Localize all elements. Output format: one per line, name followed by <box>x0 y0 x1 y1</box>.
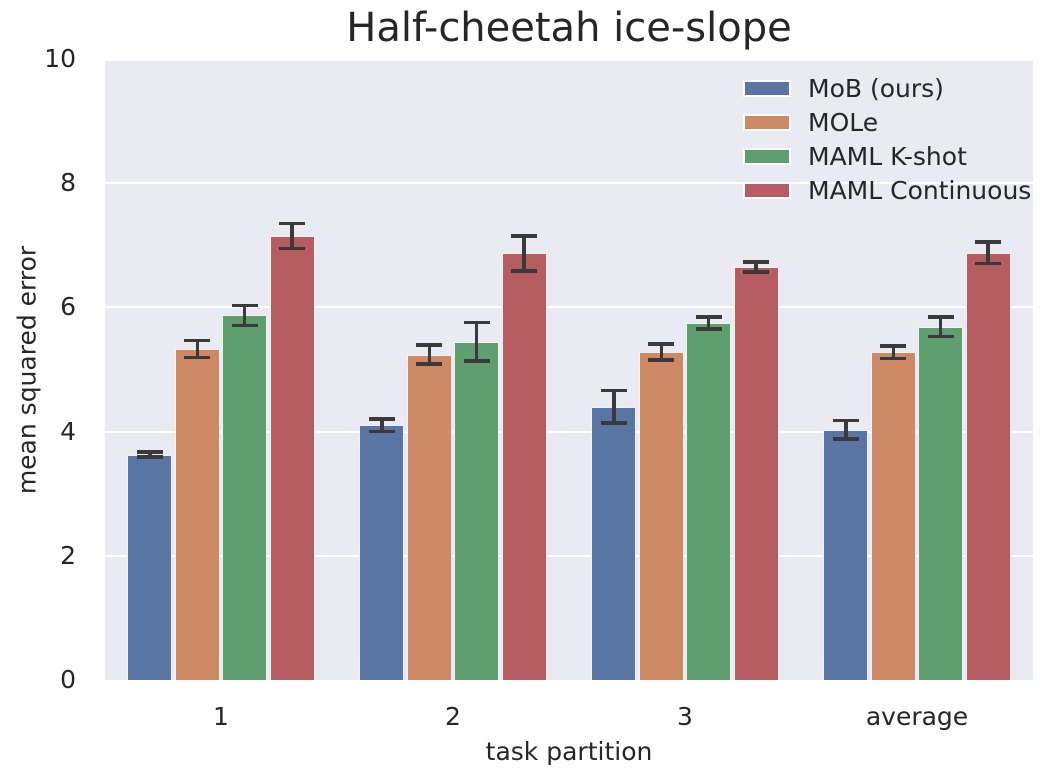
error-bar-line <box>380 419 384 432</box>
error-bar-line <box>659 344 664 361</box>
y-tick-label: 0 <box>60 665 76 694</box>
error-bar-cap <box>416 362 443 366</box>
y-tick-label: 6 <box>60 292 76 322</box>
error-bar-cap <box>975 240 1002 244</box>
error-bar-cap <box>231 303 258 308</box>
legend: MoB (ours) MOLe MAML K-shot MAML Continuous <box>743 73 1031 209</box>
bar <box>454 341 500 680</box>
error-bar-cap <box>648 358 675 362</box>
error-bar-cap <box>743 270 770 274</box>
plot-area: MoB (ours) MOLe MAML K-shot MAML Continuous <box>105 59 1033 680</box>
error-bar-cap <box>136 455 163 459</box>
error-bar-line <box>148 452 152 458</box>
error-bar-cap <box>231 323 258 328</box>
error-bar-cap <box>648 342 675 346</box>
error-bar-line <box>522 235 526 271</box>
gridline <box>105 430 1033 433</box>
error-bar-line <box>290 223 294 249</box>
gridline <box>105 59 1033 61</box>
legend-item: MAML Continuous <box>743 175 1031 206</box>
error-bar-line <box>474 322 479 361</box>
x-tick-label: 1 <box>213 702 229 731</box>
x-tick-label: 3 <box>677 702 693 731</box>
error-bar-line <box>427 345 432 364</box>
error-bar-cap <box>511 268 538 273</box>
bar <box>406 354 452 680</box>
error-bar-cap <box>416 343 443 348</box>
chart-title: Half-cheetah ice-slope <box>346 5 792 51</box>
legend-item: MOLe <box>743 107 1031 138</box>
bar <box>870 352 916 680</box>
legend-label: MoB (ours) <box>808 74 944 103</box>
bar <box>686 322 732 680</box>
error-bar-cap <box>832 418 859 423</box>
gridline <box>105 554 1033 557</box>
bar <box>733 267 779 680</box>
y-tick-label: 2 <box>60 540 76 570</box>
error-bar-cap <box>880 344 907 348</box>
y-tick-label: 10 <box>44 44 76 73</box>
error-bar-cap <box>600 388 627 393</box>
legend-label: MOLe <box>808 108 879 137</box>
bar <box>269 235 315 680</box>
error-bar-cap <box>880 356 907 361</box>
gridline <box>105 306 1033 309</box>
error-bar-line <box>195 340 200 358</box>
bar <box>591 406 637 680</box>
y-axis-label: mean squared error <box>12 245 42 495</box>
error-bar-cap <box>695 314 722 319</box>
error-bar-cap <box>279 221 306 226</box>
error-bar-cap <box>368 417 395 421</box>
x-tick-label: 2 <box>445 702 461 731</box>
error-bar-cap <box>511 234 538 238</box>
error-bar-cap <box>463 359 490 363</box>
error-bar-cap <box>368 429 395 434</box>
legend-item: MAML K-shot <box>743 141 1031 172</box>
error-bar-cap <box>463 320 490 325</box>
bar <box>823 429 869 680</box>
bar <box>127 454 173 680</box>
x-axis-label: task partition <box>485 737 653 766</box>
error-bar-cap <box>184 355 211 360</box>
error-bar-line <box>754 262 758 272</box>
error-bar-cap <box>927 314 954 319</box>
y-tick-label: 4 <box>60 416 76 446</box>
error-bar-line <box>242 305 247 326</box>
error-bar-cap <box>695 327 722 331</box>
error-bar-cap <box>600 421 627 425</box>
bar <box>222 315 268 680</box>
error-bar-line <box>986 242 990 264</box>
error-bar-cap <box>832 437 859 441</box>
bar <box>174 349 220 680</box>
legend-swatch <box>743 80 791 97</box>
x-tick-label: average <box>865 702 969 731</box>
legend-label: MAML Continuous <box>808 176 1032 205</box>
error-bar-cap <box>279 246 306 251</box>
error-bar-line <box>891 345 896 359</box>
error-bar-line <box>706 316 711 330</box>
bar <box>965 252 1011 680</box>
legend-item: MoB (ours) <box>743 73 1031 104</box>
error-bar-cap <box>743 260 770 264</box>
y-tick-label: 8 <box>60 168 76 198</box>
legend-swatch <box>743 148 791 165</box>
gridline <box>105 182 1033 185</box>
bar <box>501 253 547 680</box>
error-bar-cap <box>184 338 211 343</box>
error-bar-cap <box>975 261 1002 266</box>
legend-swatch <box>743 182 791 199</box>
legend-swatch <box>743 114 791 131</box>
bar <box>918 326 964 680</box>
error-bar-line <box>844 420 848 440</box>
legend-label: MAML K-shot <box>808 142 967 171</box>
error-bar-cap <box>136 450 163 454</box>
bar <box>359 425 405 680</box>
error-bar-line <box>938 316 943 337</box>
bar <box>638 352 684 680</box>
error-bar-line <box>612 390 616 423</box>
error-bar-cap <box>927 334 954 339</box>
